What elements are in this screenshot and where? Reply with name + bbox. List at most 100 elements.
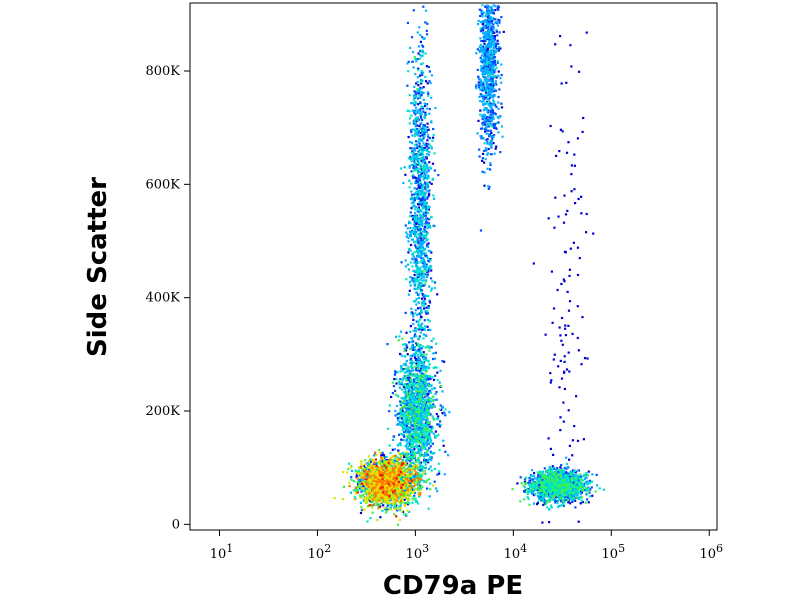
event-point [421,125,425,129]
event-point [403,431,406,434]
event-point [493,112,497,115]
event-point [478,95,481,98]
event-point [557,471,560,474]
event-point [564,327,567,330]
event-point [481,117,484,121]
event-point [493,83,497,86]
event-point [419,464,422,467]
event-point [430,458,433,462]
event-point [411,392,414,395]
event-point [491,114,494,117]
event-point [430,339,433,343]
event-point [415,82,418,85]
event-point [493,124,496,127]
event-point [494,69,497,72]
event-point [414,123,417,126]
event-point [404,224,407,227]
event-point [427,249,430,253]
event-point [492,4,495,7]
event-point [430,96,433,99]
event-point [424,273,427,276]
event-point [401,417,404,420]
event-point [427,92,430,95]
event-point [493,134,496,137]
event-point [416,313,419,316]
event-point [422,202,425,205]
event-point [404,259,407,262]
event-point [428,222,431,225]
event-point [409,393,412,396]
event-point [414,214,418,217]
event-point [492,116,495,119]
event-point [500,81,503,84]
event-point [355,475,359,478]
event-point [421,134,424,137]
event-point [489,168,492,171]
event-point [408,444,411,447]
event-point [495,76,498,79]
event-point [479,78,482,81]
event-point [420,373,423,377]
event-point [414,211,417,215]
event-point [409,390,412,393]
event-point [558,386,561,389]
event-point [419,215,422,218]
event-point [422,230,425,233]
event-point [426,148,429,151]
event-point [429,400,432,403]
event-point [409,325,412,328]
event-point [484,39,487,43]
event-point [428,150,431,153]
event-point [396,509,399,512]
event-point [576,305,579,308]
event-point [489,91,492,94]
event-point [479,135,482,138]
event-point [396,412,399,415]
event-point [406,62,409,65]
event-point [572,499,575,502]
event-point [492,43,495,46]
event-point [491,80,494,84]
event-point [417,141,420,144]
event-point [564,334,567,337]
event-point [421,221,424,224]
event-point [493,89,496,93]
event-point [419,153,422,156]
event-point [425,113,428,116]
event-point [433,467,436,471]
event-point [487,52,490,55]
event-point [400,438,403,441]
event-point [427,437,430,440]
event-point [404,489,407,492]
event-point [567,496,570,500]
event-point [350,469,354,472]
event-point [487,60,490,63]
event-point [491,36,494,39]
event-point [409,147,412,150]
event-point [424,111,427,114]
event-point [411,461,414,464]
event-point [421,246,424,249]
event-point [359,511,363,515]
event-point [426,91,429,94]
event-point [482,35,485,39]
event-point [569,496,572,499]
event-point [540,499,543,502]
event-point [447,454,450,457]
event-point [407,268,411,271]
event-point [410,452,413,455]
event-point [422,196,425,199]
event-point [496,34,499,37]
event-point [482,11,485,14]
event-point [490,21,493,24]
event-point [485,149,488,152]
event-point [586,480,589,483]
event-point [424,447,427,450]
event-point [494,21,497,24]
event-point [490,153,493,156]
event-point [415,95,418,98]
event-point [419,186,422,189]
event-point [405,439,408,442]
event-point [488,55,492,58]
event-point [420,63,423,66]
